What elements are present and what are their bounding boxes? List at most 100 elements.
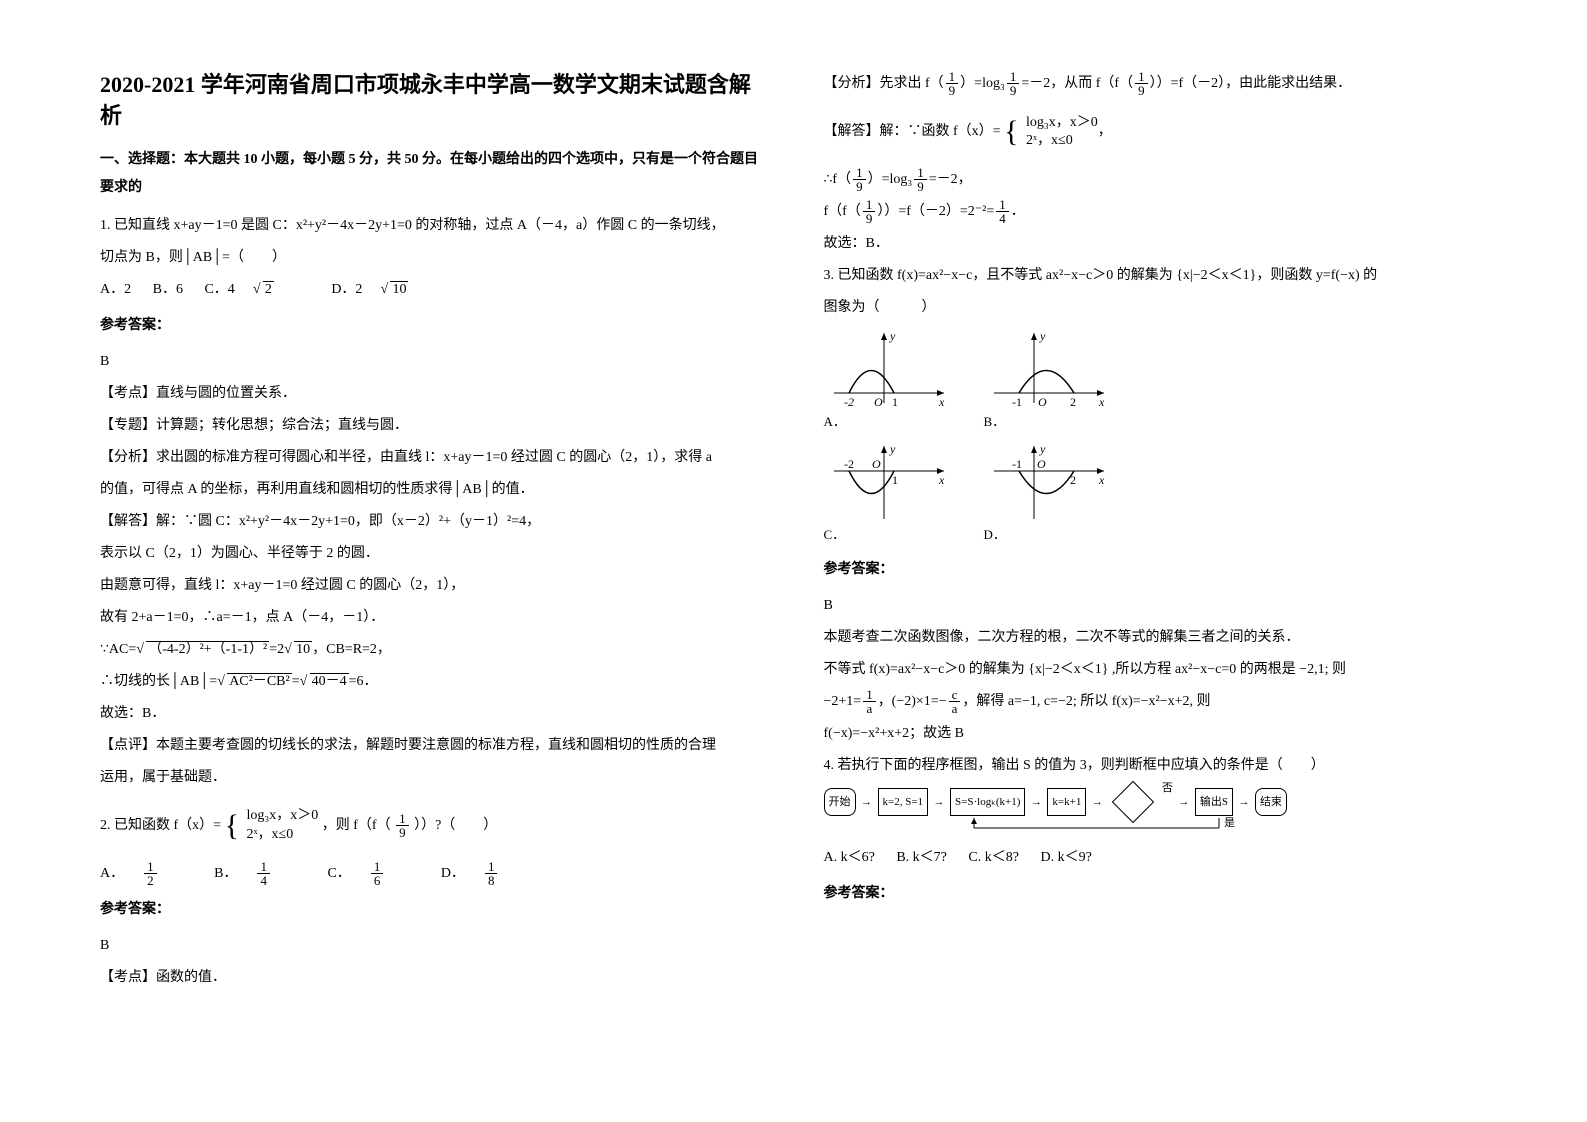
arrow-icon: → [1238,791,1249,813]
q1-jieda-5: ∵AC=（-4-2）²+（-1-1）²=210，CB=R=2， [100,636,764,664]
svg-text:-2: -2 [844,457,854,471]
q4-opt-c: C. k＜8? [968,850,1019,865]
arrow-icon: → [934,791,945,813]
svg-text:y: y [1039,329,1046,343]
q1-dianping-1: 【点评】本题主要考查圆的切线长的求法，解题时要注意圆的标准方程，直线和圆相切的性… [100,732,764,760]
q4-stem: 4. 若执行下面的程序框图，输出 S 的值为 3，则判断框中应填入的条件是（ ） [824,752,1488,780]
svg-text:O: O [874,395,883,409]
fc-output: 输出S [1195,788,1233,816]
q4-opt-a: A. k＜6? [824,850,875,865]
svg-text:-2: -2 [844,395,854,409]
svg-text:1: 1 [892,395,898,409]
fc-return-line: 是 [824,816,1384,836]
q4-options: A. k＜6? B. k＜7? C. k＜8? D. k＜9? [824,844,1488,872]
q3-graphs-row-1: -2 O 1 x y A． -1 O 2 x y B． [824,328,1488,435]
fc-box-2: S=S·logₖ(k+1) [950,788,1025,816]
q1-kaodian: 【考点】直线与圆的位置关系． [100,380,764,408]
brace-icon: { [225,796,239,856]
fc-no-label: 否 [1162,782,1173,794]
right-column: 【分析】先求出 f（19）=log₃19=－2，从而 f（f（19））=f（－2… [824,70,1488,1092]
q3-ans: B [824,592,1488,620]
q1-jieda-4: 故有 2+a－1=0，∴a=－1，点 A（－4，－1）． [100,604,764,632]
q1-opt-d: D．210 [331,282,444,297]
q1-jieda-1: 【解答】解：∵圆 C：x²+y²－4x－2y+1=0，即（x－2）²+（y－1）… [100,508,764,536]
graph-a: -2 O 1 x y A． [824,328,954,435]
arrow-icon: → [1178,791,1189,813]
svg-text:O: O [1038,395,1047,409]
q2-opt-b: B．14 [214,866,306,881]
q1-jieda-6: ∴切线的长│AB│=AC²－CB²=40－4=6． [100,668,764,696]
svg-text:2: 2 [1070,395,1076,409]
q2-step-2: f（f（19））=f（－2）=2⁻²=14． [824,198,1488,226]
q3-exp-3: −2+1=1a，(−2)×1=−ca，解得 a=−1, c=−2; 所以 f(x… [824,688,1488,716]
q4-opt-d: D. k＜9? [1040,850,1091,865]
q2-ans: B [100,932,764,960]
q1-stem-1: 1. 已知直线 x+ay－1=0 是圆 C：x²+y²－4x－2y+1=0 的对… [100,212,764,240]
graph-b: -1 O 2 x y B． [984,328,1114,435]
svg-text:x: x [938,473,945,487]
left-column: 2020-2021 学年河南省周口市项城永丰中学高一数学文期末试题含解析 一、选… [100,70,764,1092]
page-title: 2020-2021 学年河南省周口市项城永丰中学高一数学文期末试题含解析 [100,70,764,132]
svg-text:2: 2 [1070,473,1076,487]
q1-fenxi-2: 的值，可得点 A 的坐标，再利用直线和圆相切的性质求得│AB│的值． [100,476,764,504]
svg-text:-1: -1 [1012,395,1022,409]
fc-start: 开始 [824,788,856,816]
q2-jieda-end: 故选：B． [824,230,1488,258]
q1-options: A．2 B．6 C．42 D．210 [100,276,764,304]
svg-text:y: y [1039,442,1046,456]
graph-c: -2 O 1 x y C． [824,441,954,548]
q3-stem-2: 图象为（ ） [824,294,1488,322]
q2-opt-d: D．18 [441,866,534,881]
q1-ans-label: 参考答案： [100,312,764,340]
q1-jieda-3: 由题意可得，直线 l：x+ay－1=0 经过圆 C 的圆心（2，1）， [100,572,764,600]
q2-jieda-1: 【解答】解：∵函数 f（x）= { log₃x，x＞0 2ˣ，x≤0 ， [824,102,1488,162]
svg-text:O: O [872,457,881,471]
arrow-icon: → [1031,791,1042,813]
q4-opt-b: B. k＜7? [896,850,947,865]
q1-dianping-2: 运用，属于基础题． [100,764,764,792]
svg-text:y: y [889,329,896,343]
q1-jieda-7: 故选：B． [100,700,764,728]
svg-text:O: O [1037,457,1046,471]
fc-decision [1108,788,1158,816]
q1-opt-a: A．2 [100,282,131,297]
fc-box-1: k=2, S=1 [878,788,929,816]
q2-ans-label: 参考答案： [100,896,764,924]
q2-step-1: ∴f（19）=log₃19=－2， [824,166,1488,194]
flowchart: 开始 → k=2, S=1 → S=S·logₖ(k+1) → k=k+1 → … [824,788,1488,836]
q2-options: A．12 B．14 C．16 D．18 [100,860,764,888]
q2-stem: 2. 已知函数 f（x）= { log₃x，x＞0 2ˣ，x≤0 ，则 f（f（… [100,796,764,856]
q2-fenxi: 【分析】先求出 f（19）=log₃19=－2，从而 f（f（19））=f（－2… [824,70,1488,98]
arrow-icon: → [1092,791,1103,813]
fc-yes-label: 是 [1224,816,1235,829]
q3-ans-label: 参考答案： [824,556,1488,584]
fc-box-3: k=k+1 [1047,788,1086,816]
section-header: 一、选择题：本大题共 10 小题，每小题 5 分，共 50 分。在每小题给出的四… [100,146,764,202]
svg-text:x: x [1098,473,1105,487]
q2-kaodian: 【考点】函数的值． [100,964,764,992]
q2-opt-c: C．16 [327,866,419,881]
svg-text:y: y [889,442,896,456]
graph-d: -1 O 2 x y D． [984,441,1114,548]
q1-fenxi-1: 【分析】求出圆的标准方程可得圆心和半径，由直线 l：x+ay－1=0 经过圆 C… [100,444,764,472]
q3-exp-1: 本题考查二次函数图像，二次方程的根，二次不等式的解集三者之间的关系． [824,624,1488,652]
q1-ans: B [100,348,764,376]
svg-text:x: x [1098,395,1105,409]
q3-graphs-row-2: -2 O 1 x y C． -1 O 2 x y D． [824,441,1488,548]
q1-jieda-2: 表示以 C（2，1）为圆心、半径等于 2 的圆． [100,540,764,568]
q1-zhuanti: 【专题】计算题；转化思想；综合法；直线与圆． [100,412,764,440]
brace-icon: { [1004,102,1018,162]
q3-stem-1: 3. 已知函数 f(x)=ax²−x−c，且不等式 ax²−x−c＞0 的解集为… [824,262,1488,290]
svg-text:-1: -1 [1012,457,1022,471]
q1-opt-c: C．42 [204,282,309,297]
q3-exp-4: f(−x)=−x²+x+2；故选 B [824,720,1488,748]
svg-text:1: 1 [892,473,898,487]
q1-stem-2: 切点为 B，则│AB│=（ ） [100,244,764,272]
q2-opt-a: A．12 [100,866,193,881]
q4-ans-label: 参考答案： [824,880,1488,908]
q3-exp-2: 不等式 f(x)=ax²−x−c＞0 的解集为 {x|−2＜x＜1} ,所以方程… [824,656,1488,684]
svg-text:x: x [938,395,945,409]
fc-end: 结束 [1255,788,1287,816]
arrow-icon: → [861,791,872,813]
q1-opt-b: B．6 [153,282,183,297]
